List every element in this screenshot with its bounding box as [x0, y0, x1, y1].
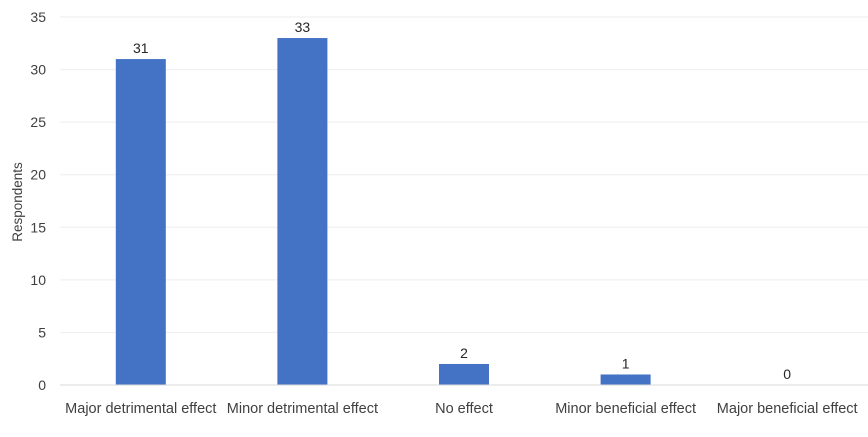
x-category-label: Major detrimental effect [65, 401, 216, 417]
y-tick-label: 5 [38, 324, 46, 340]
x-category-label: Minor detrimental effect [227, 401, 378, 417]
x-category-label: Minor beneficial effect [555, 401, 696, 417]
y-tick-labels: 0 5 10 15 20 25 30 35 [30, 9, 46, 393]
bars [115, 38, 651, 386]
gridlines [60, 16, 868, 333]
bar [600, 374, 651, 385]
y-tick-label: 15 [30, 219, 46, 235]
y-tick-label: 35 [30, 9, 46, 25]
y-tick-label: 20 [30, 167, 46, 183]
y-axis-title: Respondents [10, 162, 25, 242]
bar [439, 363, 489, 385]
y-tick-label: 30 [30, 62, 46, 78]
data-label: 2 [460, 345, 468, 361]
data-label: 1 [622, 355, 630, 371]
y-tick-label: 0 [38, 377, 46, 393]
x-category-label: Major beneficial effect [717, 401, 858, 417]
bar [115, 59, 166, 386]
x-category-label: No effect [435, 401, 493, 417]
y-tick-label: 25 [30, 114, 46, 130]
data-label: 33 [295, 19, 311, 35]
data-labels: 31 33 2 1 0 [133, 19, 791, 382]
data-label: 31 [133, 40, 149, 56]
data-label: 0 [783, 366, 791, 382]
x-category-labels: Major detrimental effect Minor detrimenta… [65, 401, 857, 417]
y-tick-label: 10 [30, 272, 46, 288]
bar [277, 38, 328, 386]
